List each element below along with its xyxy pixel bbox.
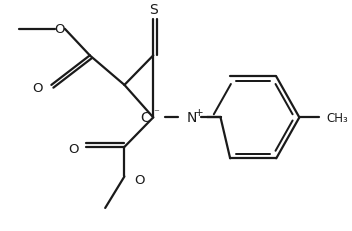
Text: O: O — [68, 143, 79, 156]
Text: CH₃: CH₃ — [326, 111, 348, 124]
Text: S: S — [149, 3, 158, 17]
Text: C: C — [141, 111, 150, 125]
Text: N: N — [187, 111, 197, 125]
Text: ⁻: ⁻ — [153, 108, 159, 118]
Text: O: O — [33, 82, 43, 95]
Text: O: O — [54, 23, 64, 36]
Text: O: O — [134, 173, 145, 186]
Text: +: + — [195, 108, 204, 118]
